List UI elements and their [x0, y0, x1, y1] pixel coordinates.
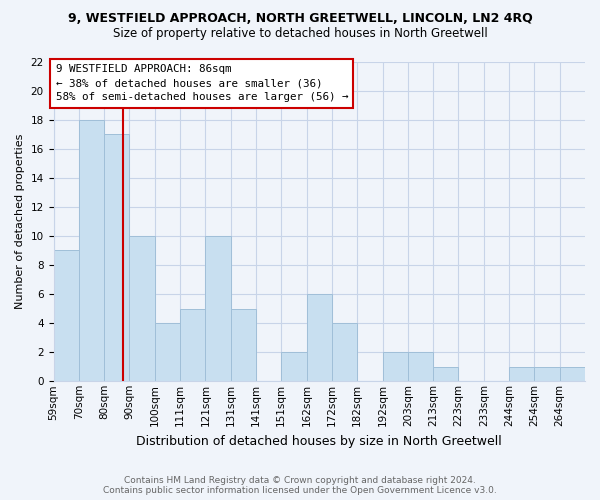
- Bar: [535, 366, 560, 382]
- Bar: [408, 352, 433, 382]
- Bar: [155, 323, 180, 382]
- X-axis label: Distribution of detached houses by size in North Greetwell: Distribution of detached houses by size …: [136, 434, 502, 448]
- Bar: [230, 308, 256, 382]
- Bar: [53, 250, 79, 382]
- Bar: [104, 134, 130, 382]
- Y-axis label: Number of detached properties: Number of detached properties: [15, 134, 25, 309]
- Text: Size of property relative to detached houses in North Greetwell: Size of property relative to detached ho…: [113, 28, 487, 40]
- Bar: [433, 366, 458, 382]
- Text: Contains HM Land Registry data © Crown copyright and database right 2024.
Contai: Contains HM Land Registry data © Crown c…: [103, 476, 497, 495]
- Bar: [79, 120, 104, 382]
- Bar: [332, 323, 357, 382]
- Text: 9 WESTFIELD APPROACH: 86sqm
← 38% of detached houses are smaller (36)
58% of sem: 9 WESTFIELD APPROACH: 86sqm ← 38% of det…: [56, 64, 348, 102]
- Bar: [560, 366, 585, 382]
- Bar: [180, 308, 205, 382]
- Bar: [130, 236, 155, 382]
- Bar: [281, 352, 307, 382]
- Bar: [509, 366, 535, 382]
- Bar: [307, 294, 332, 382]
- Text: 9, WESTFIELD APPROACH, NORTH GREETWELL, LINCOLN, LN2 4RQ: 9, WESTFIELD APPROACH, NORTH GREETWELL, …: [68, 12, 532, 26]
- Bar: [205, 236, 230, 382]
- Bar: [383, 352, 408, 382]
